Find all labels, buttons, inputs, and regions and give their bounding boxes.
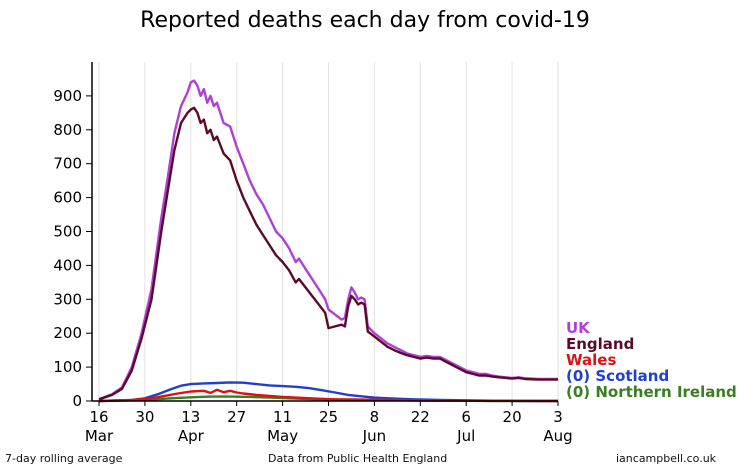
- x-month-label: Jul: [456, 427, 475, 445]
- y-tick-label: 800: [53, 121, 82, 139]
- gridlines: [98, 62, 559, 401]
- series-line-wales: [98, 388, 559, 403]
- y-tick-label: 400: [53, 256, 82, 274]
- axes: [86, 62, 559, 406]
- y-tick-label: 600: [53, 189, 82, 207]
- footer-source: Data from Public Health England: [268, 452, 448, 465]
- legend-label-england: England: [566, 335, 635, 353]
- x-tick-label: 16: [89, 408, 108, 426]
- x-tick-label: 3: [553, 408, 563, 426]
- y-tick-label: 200: [53, 324, 82, 342]
- footer-note: 7-day rolling average: [5, 452, 123, 465]
- x-month-label: Apr: [178, 427, 205, 445]
- series-line-uk: [98, 79, 558, 401]
- y-tick-label: 300: [53, 290, 82, 308]
- legend-label-northern-ireland: (0) Northern Ireland: [566, 383, 737, 401]
- x-tick-label: 6: [461, 408, 471, 426]
- x-month-label: Mar: [85, 427, 114, 445]
- x-tick-label: 13: [181, 408, 200, 426]
- y-tick-label: 700: [53, 155, 82, 173]
- y-tick-label: 100: [53, 358, 82, 376]
- legend-northern-ireland: (0) Northern Ireland: [566, 384, 737, 400]
- x-tick-label: 27: [227, 408, 246, 426]
- x-month-label: Jun: [362, 427, 386, 445]
- x-tick-label: 8: [370, 408, 380, 426]
- x-tick-label: 11: [273, 408, 292, 426]
- legend-label-scotland: (0) Scotland: [566, 367, 670, 385]
- x-tick-label: 20: [503, 408, 522, 426]
- legend-label-wales: Wales: [566, 351, 617, 369]
- x-tick-label: 25: [319, 408, 338, 426]
- y-tick-label: 900: [53, 87, 82, 105]
- legend-scotland: (0) Scotland: [566, 368, 669, 384]
- x-month-label: Aug: [543, 427, 572, 445]
- x-tick-label: 22: [411, 408, 430, 426]
- chart-title: Reported deaths each day from covid-19: [140, 8, 590, 33]
- legend-england: England: [566, 336, 634, 352]
- y-tick-label: 500: [53, 223, 82, 241]
- legend-wales: Wales: [566, 352, 616, 368]
- y-tick-label: 0: [72, 392, 82, 410]
- legend-uk: UK: [566, 320, 590, 336]
- x-month-label: May: [267, 427, 298, 445]
- footer-credit: iancampbell.co.uk: [616, 452, 717, 465]
- x-tick-label: 30: [135, 408, 154, 426]
- legend-label-uk: UK: [566, 319, 590, 337]
- series-line-england: [98, 106, 558, 401]
